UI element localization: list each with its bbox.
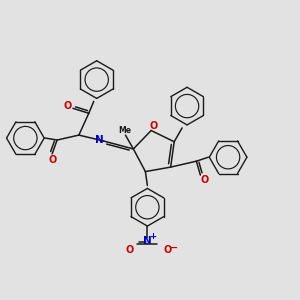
Text: O: O	[125, 245, 134, 255]
Text: −: −	[169, 243, 178, 253]
Text: Me: Me	[118, 126, 131, 135]
Text: O: O	[149, 121, 157, 130]
Text: O: O	[48, 155, 56, 165]
Text: N: N	[143, 236, 152, 246]
Text: N: N	[95, 135, 104, 145]
Text: O: O	[200, 175, 208, 185]
Text: O: O	[163, 245, 171, 255]
Text: O: O	[64, 101, 72, 111]
Text: +: +	[149, 232, 156, 242]
